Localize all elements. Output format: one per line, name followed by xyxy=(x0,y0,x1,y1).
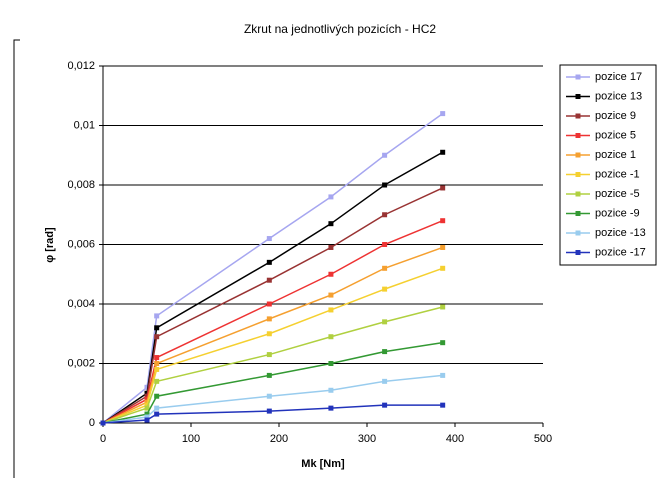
marker xyxy=(382,349,388,355)
marker xyxy=(144,405,150,411)
marker xyxy=(440,372,446,378)
marker xyxy=(144,417,150,423)
marker xyxy=(154,405,160,411)
marker xyxy=(440,304,446,310)
marker xyxy=(154,361,160,366)
legend-marker xyxy=(575,152,581,158)
x-tick-label: 300 xyxy=(358,433,376,445)
marker xyxy=(154,411,160,417)
legend-label: pozice -17 xyxy=(595,246,646,258)
legend-label: pozice 13 xyxy=(595,90,642,102)
frame-edge xyxy=(13,39,20,478)
legend-label: pozice 17 xyxy=(595,71,642,83)
marker xyxy=(154,393,160,399)
marker xyxy=(328,292,334,298)
x-tick-label: 0 xyxy=(100,433,106,445)
y-tick-label: 0,002 xyxy=(67,357,95,369)
x-tick-label: 100 xyxy=(182,433,200,445)
marker xyxy=(382,152,388,158)
y-tick-label: 0 xyxy=(89,417,95,429)
marker xyxy=(382,182,388,188)
legend-label: pozice -13 xyxy=(595,227,646,239)
marker xyxy=(440,149,446,155)
marker xyxy=(144,414,150,420)
legend-marker xyxy=(575,172,581,177)
marker xyxy=(154,313,160,319)
legend-marker xyxy=(575,230,581,236)
marker xyxy=(440,218,446,224)
marker xyxy=(328,361,334,366)
marker xyxy=(266,259,272,265)
marker xyxy=(100,420,106,426)
chart-title: Zkrut na jednotlivých pozicích - HC2 xyxy=(244,22,436,36)
marker xyxy=(328,271,334,277)
marker xyxy=(382,286,388,292)
marker xyxy=(440,402,446,408)
marker xyxy=(328,244,334,250)
series-line xyxy=(102,404,443,424)
marker xyxy=(154,334,160,340)
series-line xyxy=(102,151,444,424)
marker xyxy=(440,111,446,117)
marker xyxy=(266,316,272,322)
x-tick-label: 400 xyxy=(446,433,464,445)
legend-label: pozice -9 xyxy=(595,207,640,219)
marker xyxy=(266,236,272,242)
marker xyxy=(154,355,160,361)
marker xyxy=(266,301,272,307)
legend-label: pozice -1 xyxy=(595,168,640,180)
legend-marker xyxy=(575,94,581,99)
legend-marker xyxy=(575,211,581,216)
series-line xyxy=(102,220,443,424)
y-tick-label: 0,006 xyxy=(67,238,95,250)
marker xyxy=(266,408,272,414)
legend-marker xyxy=(575,250,581,255)
y-tick-label: 0,004 xyxy=(67,298,95,310)
marker xyxy=(382,212,388,218)
legend-label: pozice 1 xyxy=(595,149,636,161)
legend-label: pozice -5 xyxy=(595,188,640,200)
marker xyxy=(144,402,150,408)
marker xyxy=(382,402,388,408)
marker xyxy=(144,399,150,405)
marker xyxy=(328,194,334,200)
marker xyxy=(328,221,334,227)
legend-marker xyxy=(575,74,581,80)
marker xyxy=(266,277,272,283)
marker xyxy=(382,378,388,384)
y-tick-label: 0,008 xyxy=(67,179,95,191)
marker xyxy=(154,378,160,384)
marker xyxy=(440,185,446,191)
marker xyxy=(328,405,334,411)
x-tick-label: 200 xyxy=(270,433,288,445)
legend-marker xyxy=(575,113,581,119)
marker xyxy=(144,411,150,417)
y-tick-label: 0,01 xyxy=(74,119,95,131)
legend-marker xyxy=(575,133,581,138)
marker xyxy=(154,366,160,372)
legend-label: pozice 5 xyxy=(595,129,636,141)
legend-marker xyxy=(575,191,581,197)
marker xyxy=(328,387,334,393)
marker xyxy=(154,325,160,331)
marker xyxy=(266,393,272,399)
marker xyxy=(266,331,272,337)
marker xyxy=(328,307,334,313)
marker xyxy=(266,352,272,358)
marker xyxy=(440,340,446,346)
marker xyxy=(382,242,388,247)
legend-label: pozice 9 xyxy=(595,110,636,122)
y-tick-label: 0,012 xyxy=(67,60,95,72)
marker xyxy=(440,244,446,250)
x-axis-label: Mk [Nm] xyxy=(301,458,345,470)
x-tick-label: 500 xyxy=(534,433,552,445)
marker xyxy=(382,265,388,271)
y-axis-label: φ [rad] xyxy=(44,227,56,263)
marker xyxy=(266,372,272,378)
marker xyxy=(328,334,334,340)
marker xyxy=(382,319,388,325)
marker xyxy=(144,384,150,390)
marker xyxy=(440,265,446,271)
